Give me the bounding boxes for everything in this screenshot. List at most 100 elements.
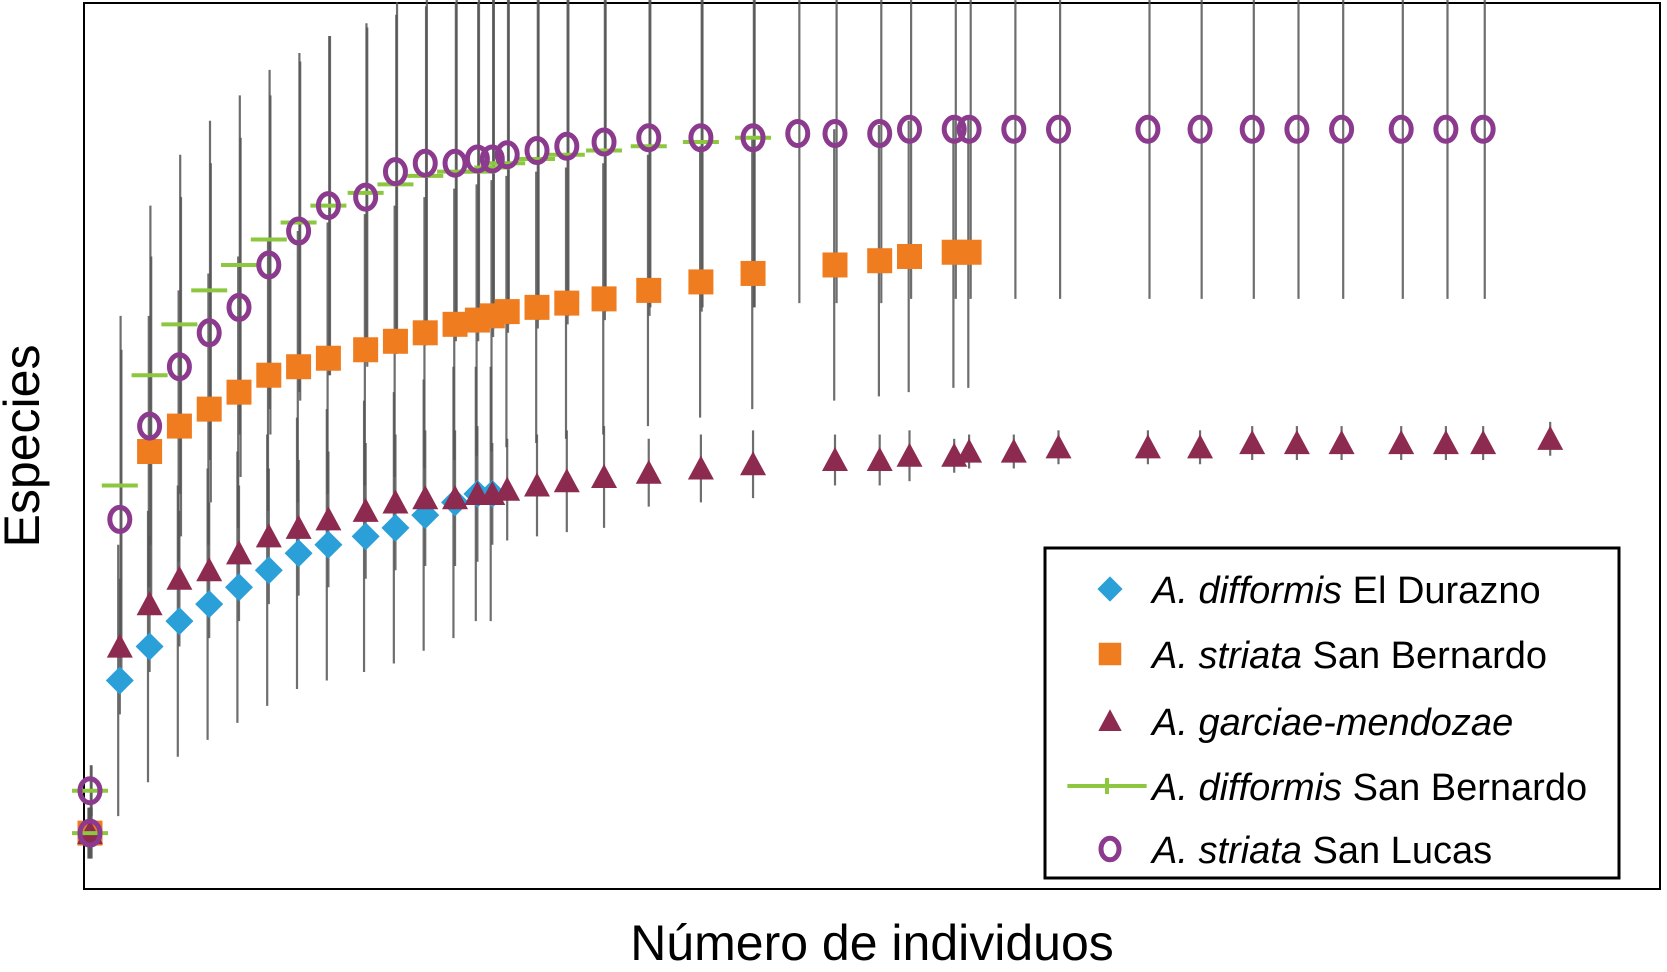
data-point-triangle bbox=[1134, 434, 1161, 459]
data-point-diamond bbox=[135, 632, 164, 661]
data-point-circle bbox=[77, 776, 103, 806]
data-point-square bbox=[554, 290, 580, 316]
data-point-circle bbox=[1388, 114, 1414, 144]
data-point-triangle bbox=[352, 497, 379, 522]
data-point-triangle bbox=[1432, 430, 1459, 455]
data-point-triangle bbox=[136, 591, 163, 616]
data-point-diamond bbox=[195, 590, 224, 619]
data-point-triangle bbox=[687, 455, 714, 480]
data-point-circle bbox=[785, 119, 811, 149]
data-point-circle bbox=[591, 127, 617, 157]
data-point-triangle bbox=[1187, 434, 1214, 459]
data-point-triangle bbox=[1045, 434, 1072, 459]
data-point-square bbox=[166, 413, 192, 439]
data-point-triangle bbox=[442, 485, 469, 510]
data-point-circle bbox=[137, 411, 163, 441]
data-point-square bbox=[382, 328, 408, 354]
data-point-circle bbox=[107, 504, 133, 534]
data-point-triangle bbox=[226, 540, 252, 565]
data-point-square bbox=[494, 299, 520, 325]
data-point-diamond bbox=[254, 556, 283, 585]
data-point-circle bbox=[479, 144, 505, 174]
data-point-triangle bbox=[1283, 430, 1310, 455]
data-point-circle bbox=[688, 123, 714, 153]
data-point-circle bbox=[897, 114, 922, 144]
data-point-circle bbox=[1329, 114, 1355, 144]
data-point-triangle bbox=[412, 485, 439, 510]
data-point-triangle bbox=[524, 472, 550, 497]
data-point-square bbox=[353, 337, 379, 363]
legend: A. difformis El Durazno A. striata San Be… bbox=[1043, 546, 1621, 880]
data-point-triangle bbox=[956, 438, 983, 463]
data-point-square bbox=[688, 269, 714, 295]
data-point-circle bbox=[740, 123, 766, 153]
data-point-triangle bbox=[591, 463, 618, 489]
data-point-circle bbox=[196, 318, 222, 348]
data-point-square bbox=[956, 239, 982, 265]
data-point-triangle bbox=[1328, 430, 1355, 455]
legend-marker-hline bbox=[1067, 778, 1147, 794]
data-point-circle bbox=[822, 119, 848, 149]
data-point-circle bbox=[524, 135, 550, 165]
data-point-triangle bbox=[1470, 430, 1497, 455]
data-point-circle bbox=[226, 292, 252, 322]
data-point-square bbox=[591, 286, 617, 312]
legend-marker-triangle bbox=[1098, 709, 1122, 731]
legend-marker-square bbox=[1098, 642, 1122, 666]
data-point-diamond bbox=[381, 513, 410, 542]
data-point-triangle bbox=[822, 447, 848, 472]
data-point-circle bbox=[77, 818, 103, 848]
data-point-triangle bbox=[1000, 438, 1027, 463]
data-markers bbox=[72, 114, 1564, 848]
data-point-circle bbox=[412, 148, 438, 178]
data-point-triangle bbox=[1239, 430, 1266, 455]
data-point-square bbox=[137, 439, 163, 465]
data-point-square bbox=[897, 243, 922, 269]
data-point-circle bbox=[1433, 114, 1459, 144]
legend-label: A. striata San Bernardo bbox=[1150, 635, 1547, 677]
data-point-square bbox=[256, 362, 282, 388]
data-point-square bbox=[867, 248, 893, 274]
data-point-triangle bbox=[106, 633, 133, 658]
data-point-square bbox=[226, 379, 252, 405]
data-point-square bbox=[822, 252, 848, 278]
legend-marker-diamond bbox=[1097, 576, 1123, 602]
data-point-diamond bbox=[351, 522, 380, 551]
data-point-circle bbox=[1284, 114, 1310, 144]
data-point-square bbox=[442, 311, 468, 337]
data-point-triangle bbox=[166, 565, 193, 590]
data-point-triangle bbox=[896, 442, 923, 467]
legend-marker-circle bbox=[1098, 835, 1122, 863]
data-point-triangle bbox=[196, 557, 223, 582]
data-point-circle bbox=[1046, 114, 1071, 144]
data-point-square bbox=[412, 320, 438, 346]
data-point-circle bbox=[166, 352, 192, 382]
data-point-diamond bbox=[314, 530, 343, 559]
data-point-diamond bbox=[105, 666, 134, 695]
x-axis-label: Número de individuos bbox=[630, 915, 1114, 971]
legend-box bbox=[1043, 546, 1621, 880]
data-point-square bbox=[315, 345, 341, 371]
data-point-circle bbox=[256, 250, 282, 280]
data-point-diamond bbox=[284, 539, 313, 568]
data-point-circle bbox=[442, 148, 468, 178]
data-point-circle bbox=[636, 123, 662, 153]
data-point-triangle bbox=[553, 468, 580, 493]
data-point-square bbox=[524, 294, 550, 320]
data-point-circle bbox=[1187, 114, 1213, 144]
data-point-circle bbox=[1135, 114, 1161, 144]
data-point-circle bbox=[1470, 114, 1496, 144]
legend-label: A. difformis El Durazno bbox=[1150, 570, 1541, 612]
data-point-triangle bbox=[866, 447, 893, 472]
data-point-circle bbox=[494, 140, 520, 170]
data-point-circle bbox=[1239, 114, 1265, 144]
data-point-circle bbox=[464, 144, 490, 174]
data-point-circle bbox=[1001, 114, 1027, 144]
data-point-triangle bbox=[315, 506, 342, 531]
data-point-triangle bbox=[1537, 425, 1564, 450]
data-point-diamond bbox=[225, 573, 253, 602]
data-point-circle bbox=[315, 191, 341, 221]
legend-label: A. garciae-mendozae bbox=[1150, 702, 1513, 744]
legend-label: A. difformis San Bernardo bbox=[1150, 767, 1587, 809]
